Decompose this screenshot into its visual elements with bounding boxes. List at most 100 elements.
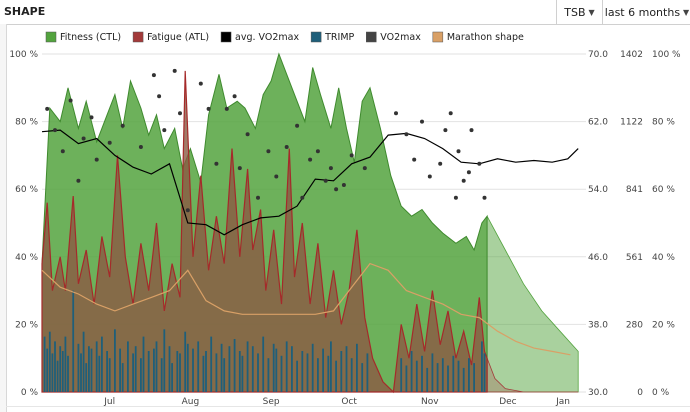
trimp-bar [61,351,64,392]
trimp-bar [88,346,90,392]
trimp-bar [426,367,429,392]
x-tick-label: Aug [182,397,200,407]
trimp-bar [285,341,288,392]
vo2max-point [178,111,182,116]
trimp-bar [43,336,46,392]
trimp-bar [272,343,275,392]
avg-vo2max-line [41,129,579,236]
vo2max-point [448,111,453,116]
x-tick-label: Nov [421,397,439,407]
y-tick-trimp: 1402 [620,50,643,60]
trimp-bar [72,290,75,392]
metric-dropdown-value: TSB [564,5,586,19]
trimp-bar [447,365,449,392]
trimp-bar [366,353,369,392]
trimp-bar [142,336,145,392]
y-tick-left: 100 % [9,50,38,60]
trimp-bar [140,358,142,392]
vo2max-point [198,81,203,86]
chevron-down-icon: ▼ [683,7,690,17]
trimp-bar [335,360,337,392]
trimp-bar [462,367,465,392]
legend-swatch [366,31,377,43]
panel-left-border [0,24,7,412]
vo2max-point [412,157,417,162]
trimp-bar [215,353,218,392]
trimp-bar [262,336,265,392]
trimp-bar [322,348,324,392]
vo2max-point [94,157,99,162]
vo2max-point [53,128,57,133]
vo2max-point [172,68,177,73]
trimp-bar [350,358,353,392]
fitness-forecast-area [486,216,579,393]
legend-swatch [45,31,57,43]
vo2max-point [162,128,167,133]
trimp-bar [223,358,226,392]
trimp-bar [205,351,207,392]
trimp-bar [192,348,194,392]
y-tick-left: 20 % [15,320,38,330]
trimp-bar [291,346,293,392]
trimp-bar [106,351,108,392]
vo2max-point [81,136,86,141]
vo2max-point [466,170,471,175]
trimp-bar [82,331,85,392]
trimp-bar [80,353,82,392]
x-tick-label: Sep [263,397,280,407]
trimp-bar [85,363,88,392]
trimp-bar [98,355,101,392]
x-tick-label: Jan [555,397,570,407]
y-tick-right: 20 % [652,320,675,330]
y-tick-left: 40 % [15,253,38,263]
trimp-bar [153,348,155,392]
trimp-bar [186,343,189,392]
vo2max-point [420,119,424,124]
vo2max-point [362,166,367,171]
y-tick-right: 0 % [652,388,670,398]
trimp-bar [275,348,278,392]
trimp-bar [280,355,283,392]
vo2max-point [89,115,94,120]
trimp-bar [306,353,309,392]
vo2max-point [274,174,279,179]
y-tick-vo2max: 30.0 [588,388,608,398]
trimp-bar [179,353,181,392]
metric-dropdown[interactable]: TSB ▼ [556,0,602,24]
trimp-bar [301,351,304,392]
marathon-shape-line [41,262,571,356]
trimp-bar [48,331,51,392]
range-dropdown[interactable]: last 6 months ▼ [602,0,690,24]
trimp-bar [176,351,179,392]
trimp-bar [168,346,171,392]
trimp-bar [155,341,158,392]
y-tick-left: 60 % [15,185,38,195]
trimp-bar [114,329,116,392]
legend-swatch [220,31,232,43]
trimp-bar [483,353,486,392]
trimp-bar [108,358,111,392]
trimp-bar [64,336,67,392]
y-tick-trimp: 0 [637,388,643,398]
legend-label: Fitness (CTL) [60,32,121,43]
vo2max-point [477,161,482,166]
vo2max-point [349,153,354,158]
y-tick-right: 40 % [652,253,675,263]
trimp-bar [473,363,475,392]
trimp-bar [317,358,319,392]
trimp-bar [121,363,124,392]
vo2max-point [224,106,229,111]
trimp-bar [241,355,244,392]
trimp-bar [410,351,413,392]
x-tick-label: Dec [499,397,516,407]
y-tick-right: 60 % [652,185,675,195]
trimp-bar [311,343,314,392]
y-tick-vo2max: 70.0 [588,50,608,60]
vo2max-point [323,178,328,183]
trimp-bar [405,365,408,392]
trimp-bar [147,351,150,392]
vo2max-point [438,161,443,166]
vo2max-point [120,123,125,128]
trimp-bar [415,360,418,392]
